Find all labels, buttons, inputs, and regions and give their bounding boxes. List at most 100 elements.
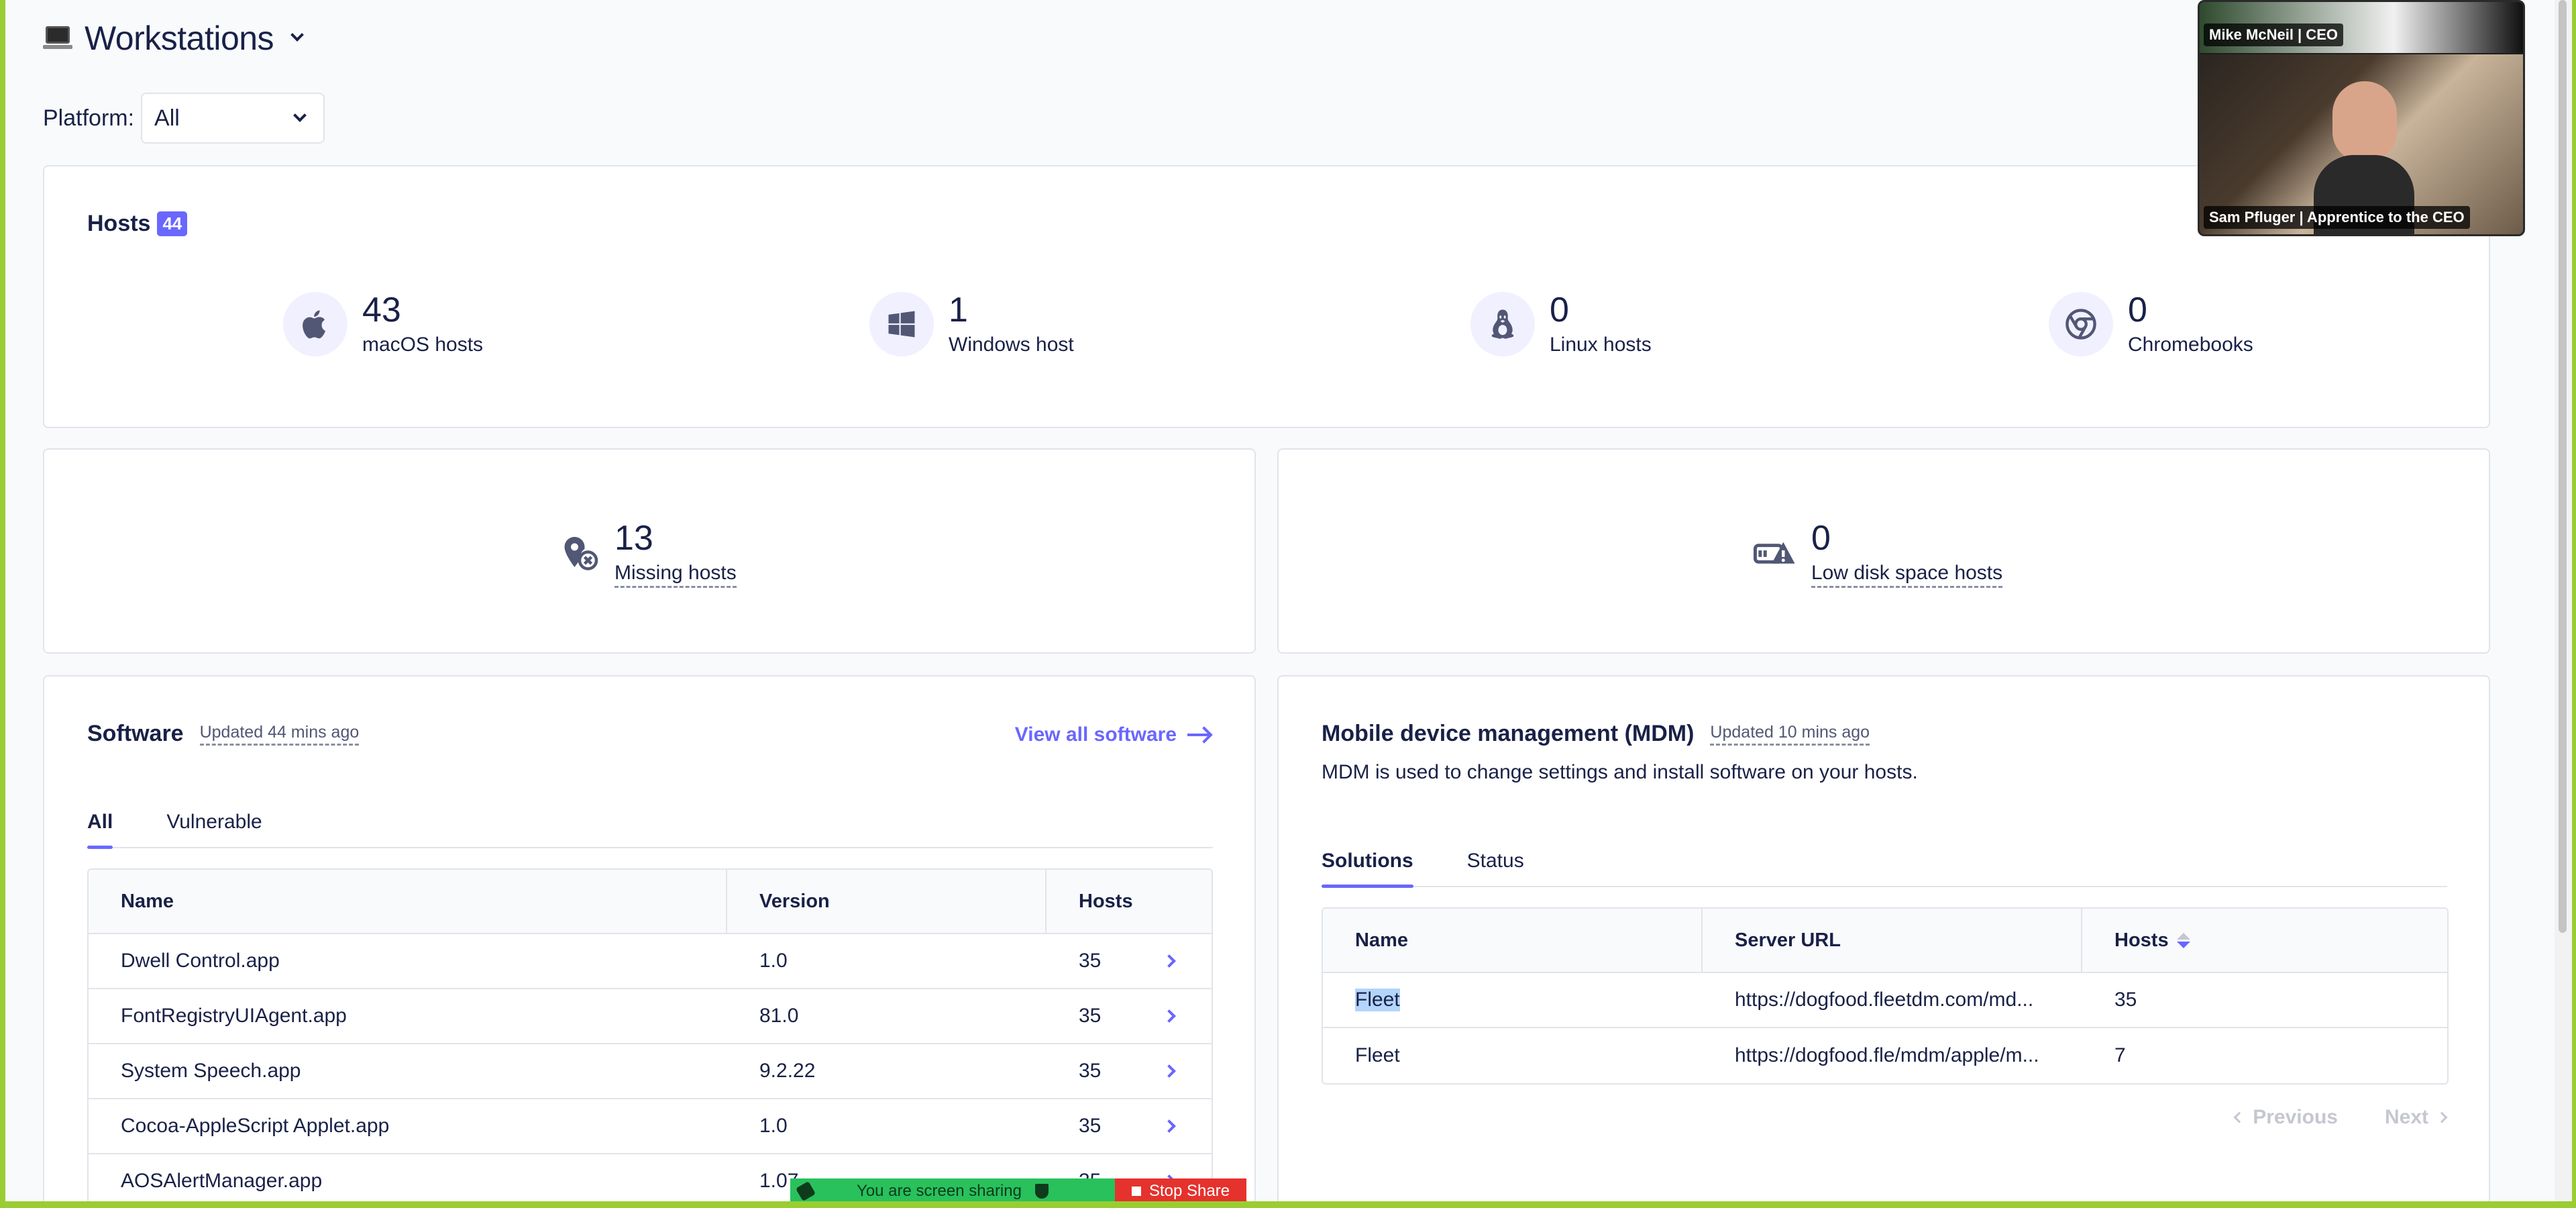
- low-disk-label[interactable]: Low disk space hosts: [1811, 562, 2003, 589]
- mdm-updated[interactable]: Updated 10 mins ago: [1710, 723, 1870, 746]
- platform-selected-value: All: [154, 105, 180, 131]
- missing-host-icon: [559, 534, 600, 574]
- mdm-hosts: 7: [2114, 1044, 2126, 1066]
- software-hosts: 35: [1079, 950, 1102, 972]
- low-disk-count: 0: [1811, 519, 1831, 558]
- column-header-hosts[interactable]: Hosts: [2082, 909, 2447, 972]
- screen-sharing-status[interactable]: You are screen sharing: [790, 1178, 1115, 1204]
- software-tabs: All Vulnerable: [87, 811, 1213, 849]
- mdm-title: Mobile device management (MDM): [1322, 721, 1695, 746]
- software-hosts: 35: [1079, 1005, 1102, 1027]
- platform-label: Platform:: [43, 105, 135, 131]
- chevron-left-icon: [2233, 1111, 2245, 1123]
- laptop-icon: [43, 25, 72, 52]
- team-header[interactable]: Workstations: [43, 19, 304, 58]
- tab-all[interactable]: All: [87, 811, 113, 849]
- scrollbar-thumb[interactable]: [2559, 0, 2567, 933]
- chrome-icon: [2049, 291, 2113, 356]
- tab-solutions[interactable]: Solutions: [1322, 850, 1413, 888]
- low-disk-space-card: 0 Low disk space hosts: [1277, 448, 2490, 654]
- software-version: 9.2.22: [759, 1060, 816, 1082]
- view-all-software-link[interactable]: View all software: [1015, 723, 1212, 746]
- video-tile-participant[interactable]: Sam Pfluger | Apprentice to the CEO: [2200, 54, 2523, 234]
- screen-share-frame-left: [0, 0, 5, 1208]
- tab-vulnerable[interactable]: Vulnerable: [166, 811, 262, 833]
- screen-share-frame-right: [2572, 0, 2576, 1208]
- software-version: 1.0: [759, 950, 788, 972]
- host-stat-chromebooks[interactable]: 0 Chromebooks: [2049, 291, 2253, 356]
- software-card: Software Updated 44 mins ago View all so…: [43, 675, 1256, 1208]
- software-hosts: 35: [1079, 1115, 1102, 1137]
- chevron-right-icon[interactable]: [1163, 1009, 1176, 1023]
- missing-hosts-count: 13: [614, 519, 653, 558]
- stop-share-label: Stop Share: [1148, 1182, 1230, 1200]
- hosts-count-badge: 44: [157, 211, 188, 236]
- stop-share-button[interactable]: Stop Share: [1115, 1178, 1246, 1204]
- page-title: Workstations: [85, 19, 274, 57]
- platform-select[interactable]: All: [141, 93, 325, 144]
- low-disk-space-stat[interactable]: 0 Low disk space hosts: [1754, 519, 2003, 589]
- sort-icon[interactable]: [2176, 932, 2190, 948]
- mdm-description: MDM is used to change settings and insta…: [1322, 761, 1918, 783]
- screen-sharing-bar: You are screen sharing Stop Share: [790, 1178, 1246, 1204]
- column-header-hosts-label: Hosts: [2114, 929, 2169, 951]
- table-row[interactable]: Fleet https://dogfood.fleetdm.com/md... …: [1323, 973, 2447, 1028]
- software-name: Dwell Control.app: [121, 950, 280, 972]
- video-call-panel[interactable]: Mike McNeil | CEO Sam Pfluger | Apprenti…: [2198, 0, 2525, 236]
- table-row[interactable]: Fleet https://dogfood.fle/mdm/apple/m...…: [1323, 1028, 2447, 1083]
- participant-name-tag: Mike McNeil | CEO: [2204, 23, 2343, 46]
- chevron-right-icon[interactable]: [1163, 954, 1176, 968]
- column-header-version[interactable]: Version: [727, 870, 1046, 933]
- chevron-right-icon[interactable]: [1163, 1064, 1176, 1078]
- software-name: System Speech.app: [121, 1060, 301, 1082]
- missing-hosts-stat[interactable]: 13 Missing hosts: [559, 519, 737, 589]
- next-button[interactable]: Next: [2384, 1106, 2448, 1129]
- mdm-server-url: https://dogfood.fle/mdm/apple/m...: [1735, 1044, 2039, 1066]
- chevron-down-icon[interactable]: [290, 28, 304, 42]
- mdm-solution-name: Fleet: [1355, 1044, 1400, 1066]
- missing-hosts-card: 13 Missing hosts: [43, 448, 1256, 654]
- column-header-server-url[interactable]: Server URL: [1703, 909, 2082, 972]
- host-stat-macos[interactable]: 43 macOS hosts: [283, 291, 483, 356]
- chevron-right-icon: [2436, 1111, 2448, 1123]
- table-header-row: Name Server URL Hosts: [1323, 909, 2447, 973]
- software-name: AOSAlertManager.app: [121, 1170, 323, 1192]
- phone-icon: [795, 1180, 816, 1202]
- next-label: Next: [2384, 1106, 2428, 1128]
- low-disk-icon: [1754, 534, 1796, 574]
- linux-icon: [1470, 291, 1535, 356]
- host-stat-linux[interactable]: 0 Linux hosts: [1470, 291, 1652, 356]
- missing-hosts-label[interactable]: Missing hosts: [614, 562, 737, 589]
- video-tile-participant[interactable]: Mike McNeil | CEO: [2200, 2, 2523, 53]
- software-version: 1.0: [759, 1115, 788, 1137]
- selected-text: Fleet: [1355, 989, 1400, 1011]
- arrow-right-icon: [1187, 727, 1212, 742]
- tab-status[interactable]: Status: [1466, 850, 1524, 872]
- host-stat-windows[interactable]: 1 Windows host: [869, 291, 1074, 356]
- hosts-card: Hosts 44 43 macOS hosts 1 Windows host 0…: [43, 165, 2490, 428]
- macos-label: macOS hosts: [362, 334, 484, 356]
- software-name: FontRegistryUIAgent.app: [121, 1005, 347, 1027]
- column-header-name[interactable]: Name: [1323, 909, 1703, 972]
- software-version: 81.0: [759, 1005, 799, 1027]
- linux-label: Linux hosts: [1550, 334, 1652, 356]
- table-row[interactable]: Cocoa-AppleScript Applet.app 1.0 35: [89, 1099, 1212, 1154]
- chevron-down-icon: [293, 109, 307, 122]
- software-updated[interactable]: Updated 44 mins ago: [199, 723, 360, 746]
- screen-share-frame-bottom: [0, 1201, 2576, 1208]
- column-header-hosts[interactable]: Hosts: [1079, 890, 1133, 912]
- mdm-server-url: https://dogfood.fleetdm.com/md...: [1735, 989, 2034, 1011]
- software-hosts: 35: [1079, 1060, 1102, 1082]
- mdm-solution-name: Fleet: [1323, 973, 1703, 1027]
- mdm-tabs: Solutions Status: [1322, 850, 2447, 888]
- software-name: Cocoa-AppleScript Applet.app: [121, 1115, 390, 1137]
- chromebooks-count: 0: [2128, 291, 2147, 330]
- column-header-name[interactable]: Name: [89, 870, 727, 933]
- chevron-right-icon[interactable]: [1163, 1119, 1176, 1133]
- software-title: Software: [87, 721, 184, 746]
- mdm-card: Mobile device management (MDM) Updated 1…: [1277, 675, 2490, 1208]
- table-row[interactable]: Dwell Control.app 1.0 35: [89, 934, 1212, 989]
- table-row[interactable]: System Speech.app 9.2.22 35: [89, 1044, 1212, 1099]
- previous-button[interactable]: Previous: [2233, 1106, 2338, 1129]
- table-row[interactable]: FontRegistryUIAgent.app 81.0 35: [89, 989, 1212, 1044]
